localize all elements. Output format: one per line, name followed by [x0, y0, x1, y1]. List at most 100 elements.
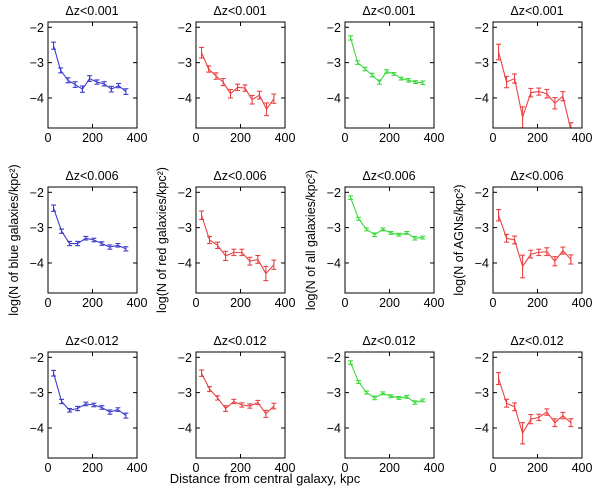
x-tick-label: 200: [230, 461, 251, 475]
y-axis-label-all-galaxies: log(N of all galaxies/kpc²): [304, 169, 318, 311]
y-tick-label: −3: [178, 386, 192, 400]
y-tick-label: −2: [475, 21, 489, 35]
axes-box: [344, 21, 435, 129]
subplot-r1c2: 0 200 400 −2 −3 −4: [178, 21, 296, 145]
subplot-title: Δz<0.006: [65, 169, 119, 183]
x-tick-label: 400: [424, 296, 445, 310]
y-tick-label: −4: [475, 91, 489, 105]
subplot-r1c3: 0 200 400 −2 −3 −4: [327, 21, 445, 145]
axes-box: [47, 21, 138, 129]
y-tick-label: −3: [475, 221, 489, 235]
data-line: [498, 378, 572, 435]
data-layer: [51, 204, 129, 252]
x-tick-label: 400: [572, 296, 593, 310]
subplot-title: Δz<0.001: [213, 4, 267, 18]
y-tick-label: −4: [30, 91, 44, 105]
subplot-r3c4: 0 200 400 −2 −3 −4: [475, 351, 593, 475]
data-line: [201, 215, 275, 275]
x-tick-label: 200: [379, 461, 400, 475]
data-line: [350, 37, 423, 84]
x-tick-label: 0: [193, 296, 200, 310]
y-tick-label: −3: [475, 56, 489, 70]
data-layer: [348, 195, 426, 241]
y-tick-label: −2: [327, 351, 341, 365]
y-tick-label: −3: [30, 386, 44, 400]
x-tick-label: 400: [127, 296, 148, 310]
subplot-r3c1: 0 200 400 −2 −3 −4: [30, 351, 148, 475]
x-tick-label: 0: [45, 131, 52, 145]
data-line: [53, 373, 127, 417]
y-tick-label: −2: [475, 351, 489, 365]
data-line: [498, 51, 572, 128]
y-tick-label: −3: [327, 56, 341, 70]
x-tick-label: 0: [490, 296, 497, 310]
y-tick-label: −4: [30, 256, 44, 270]
y-tick-label: −4: [178, 421, 192, 435]
subplot-r2c2: 0 200 400 −2 −3 −4: [178, 186, 296, 310]
x-tick-label: 0: [490, 131, 497, 145]
x-tick-label: 0: [45, 296, 52, 310]
y-tick-label: −4: [178, 256, 192, 270]
data-layer: [348, 35, 426, 86]
subplot-title: Δz<0.001: [65, 4, 119, 18]
subplot-r1c4: 0 200 400 −2 −3 −4: [475, 21, 593, 145]
y-tick-label: −2: [30, 351, 44, 365]
data-layer: [348, 360, 426, 405]
x-tick-label: 0: [193, 461, 200, 475]
x-tick-label: 200: [527, 461, 548, 475]
data-line: [201, 52, 275, 111]
x-tick-label: 0: [45, 461, 52, 475]
x-tick-label: 200: [230, 131, 251, 145]
data-line: [53, 45, 127, 93]
y-tick-label: −2: [475, 186, 489, 200]
y-tick-label: −2: [327, 186, 341, 200]
y-tick-label: −4: [327, 421, 341, 435]
subplot-title: Δz<0.006: [213, 169, 267, 183]
data-layer: [51, 369, 129, 419]
x-tick-label: 400: [572, 131, 593, 145]
y-tick-label: −4: [30, 421, 44, 435]
y-tick-label: −3: [327, 386, 341, 400]
x-tick-label: 0: [342, 461, 349, 475]
x-tick-label: 0: [193, 131, 200, 145]
subplot-r2c4: 0 200 400 −2 −3 −4: [475, 186, 593, 310]
x-tick-label: 400: [424, 461, 445, 475]
y-tick-label: −2: [178, 21, 192, 35]
y-tick-label: −3: [178, 221, 192, 235]
y-tick-label: −2: [178, 351, 192, 365]
subplot-r2c1: 0 200 400 −2 −3 −4: [30, 186, 148, 310]
data-line: [498, 215, 572, 268]
subplot-title: Δz<0.012: [213, 334, 267, 348]
y-axis-label-red-galaxies: log(N of red galaxies/kpc²): [155, 167, 169, 313]
subplot-r1c1: 0 200 400 −2 −3 −4: [30, 21, 148, 145]
x-tick-label: 200: [82, 461, 103, 475]
data-line: [350, 362, 424, 404]
x-tick-label: 0: [490, 461, 497, 475]
x-tick-label: 200: [230, 296, 251, 310]
x-tick-label: 200: [379, 296, 400, 310]
y-tick-label: −3: [178, 56, 192, 70]
data-layer: [51, 41, 129, 95]
subplot-title: Δz<0.012: [362, 334, 416, 348]
subplot-title: Δz<0.012: [510, 334, 564, 348]
y-tick-label: −4: [327, 256, 341, 270]
subplot-title: Δz<0.001: [362, 4, 416, 18]
x-tick-label: 400: [275, 131, 296, 145]
subplot-title: Δz<0.001: [510, 4, 564, 18]
data-line: [201, 372, 275, 415]
data-layer: [199, 46, 277, 117]
y-tick-label: −2: [327, 21, 341, 35]
y-tick-label: −4: [475, 421, 489, 435]
x-tick-label: 200: [379, 131, 400, 145]
axes-box: [344, 186, 435, 294]
x-tick-label: 400: [127, 461, 148, 475]
x-tick-label: 400: [424, 131, 445, 145]
axes-box: [195, 21, 286, 129]
data-layer: [496, 371, 574, 445]
subplot-r3c3: 0 200 400 −2 −3 −4: [327, 351, 445, 475]
axes-box: [344, 351, 435, 459]
y-tick-label: −2: [30, 186, 44, 200]
x-tick-label: 400: [275, 461, 296, 475]
x-tick-label: 200: [527, 131, 548, 145]
